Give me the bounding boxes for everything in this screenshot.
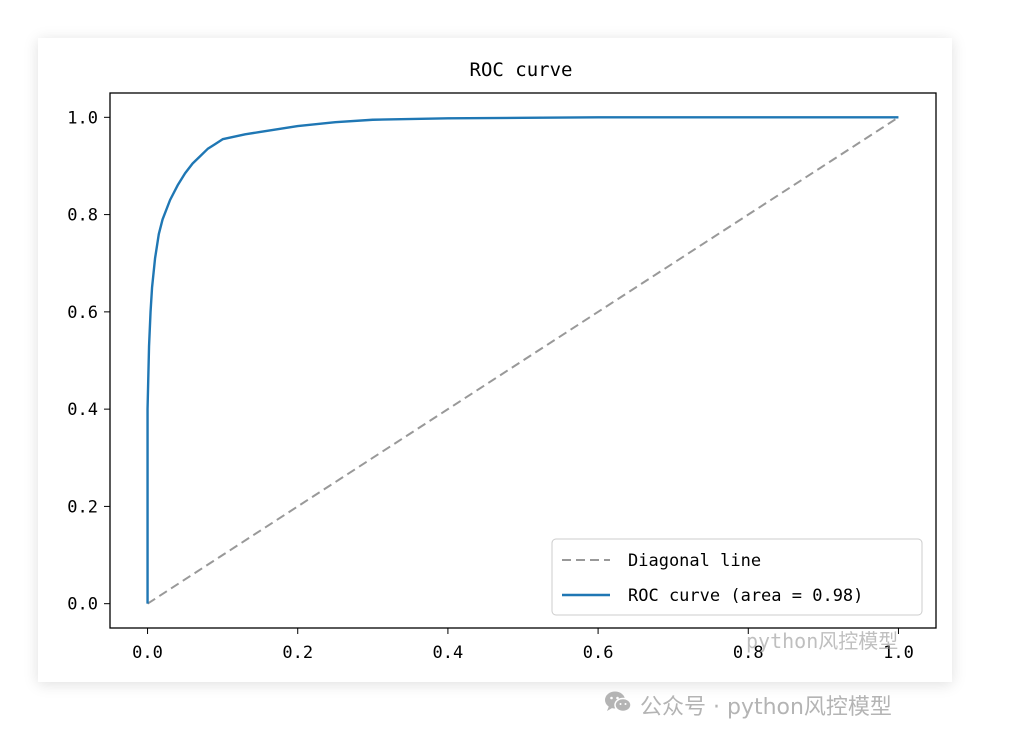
legend-label: ROC curve (area = 0.98) <box>628 586 863 606</box>
y-tick-label: 1.0 <box>67 108 98 128</box>
diagonal-line <box>147 116 899 605</box>
y-tick-label: 0.4 <box>67 400 98 420</box>
figure-card: ROC curve 0.0 0.2 0.4 0.6 0.8 1.0 0.0 0.2 0.4 0.6… <box>38 38 952 682</box>
roc-curve-line <box>146 116 899 604</box>
y-tick-label: 0.6 <box>67 303 98 323</box>
legend-box <box>551 538 923 616</box>
series-layer <box>146 116 899 605</box>
wechat-icon <box>604 690 632 720</box>
chart-title: ROC curve <box>470 59 573 81</box>
y-tick-label: 0.2 <box>67 497 98 517</box>
x-tick-label: 0.2 <box>282 643 313 663</box>
x-tick-label: 0.0 <box>132 643 163 663</box>
roc-chart: ROC curve 0.0 0.2 0.4 0.6 0.8 1.0 0.0 0.2 0.4 0.6… <box>67 59 937 663</box>
watermark: 公众号 · python风控模型 <box>604 688 892 722</box>
x-tick-label: 0.4 <box>433 643 464 663</box>
y-tick-label: 0.8 <box>67 206 98 226</box>
watermark-text: 公众号 · python风控模型 <box>640 695 892 720</box>
watermark-overlay-text: python风控模型 <box>746 629 898 653</box>
plot-frame <box>109 92 937 629</box>
y-tick-label: 0.0 <box>67 595 98 615</box>
x-tick-label: 0.8 <box>733 643 764 663</box>
x-tick-label: 0.6 <box>583 643 614 663</box>
legend-label: Diagonal line <box>628 551 761 571</box>
x-tick-label: 1.0 <box>883 643 914 663</box>
legend: Diagonal line ROC curve (area = 0.98) <box>551 538 923 616</box>
axis-ticks: 0.0 0.2 0.4 0.6 0.8 1.0 0.0 0.2 0.4 0.6 0.8 1.0 <box>67 108 914 663</box>
